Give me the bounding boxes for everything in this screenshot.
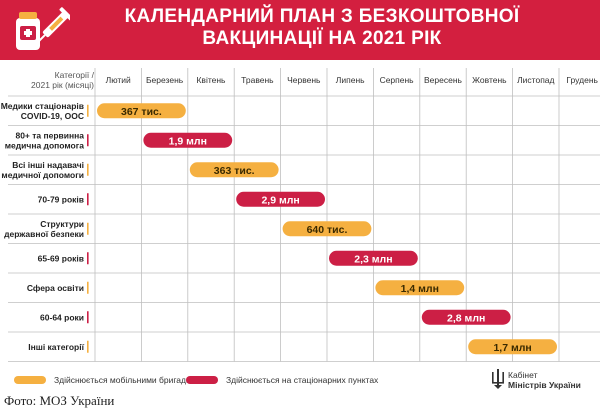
bar-value-label: 1,7 млн xyxy=(493,342,531,354)
page-title: КАЛЕНДАРНИЙ ПЛАН З БЕЗКОШТОВНОЇ ВАКЦИНАЦ… xyxy=(112,6,532,50)
category-label: Сфера освіти xyxy=(27,283,84,293)
header-banner: КАЛЕНДАРНИЙ ПЛАН З БЕЗКОШТОВНОЇ ВАКЦИНАЦ… xyxy=(0,0,600,60)
org-name-line-1: Кабінет xyxy=(508,370,538,380)
vaccine-vial-syringe-icon xyxy=(16,7,70,50)
gantt-bar xyxy=(329,250,418,266)
category-marker xyxy=(87,311,89,324)
bar-value-label: 2,8 млн xyxy=(447,312,485,324)
gantt-bar xyxy=(189,162,279,178)
gantt-bar xyxy=(282,221,372,237)
vaccination-gantt-chart: Категорії / 2021 рік (місяці) Лютий Берез… xyxy=(1,68,600,390)
gantt-bar xyxy=(421,309,511,325)
legend-stationary-swatch xyxy=(186,376,218,384)
month-label: Квітень xyxy=(196,75,226,85)
month-header: Лютий Березень Квітень Травень Червень Липень… xyxy=(106,75,599,85)
gantt-bar xyxy=(143,132,233,148)
category-label: COVID-19, ООС xyxy=(21,111,84,121)
category-marker xyxy=(87,222,89,235)
bar-value-label: 363 тис. xyxy=(214,165,255,177)
gantt-bar xyxy=(375,280,465,296)
bar-value-label: 640 тис. xyxy=(307,224,348,236)
category-label: Медики стаціонарів xyxy=(1,101,84,111)
category-label: 65-69 років xyxy=(38,253,84,263)
org-name-line-2: Міністрів України xyxy=(508,380,581,390)
gantt-bar xyxy=(468,339,557,355)
month-label: Червень xyxy=(287,75,321,85)
category-label: медичної допомоги xyxy=(1,170,84,180)
government-logo: Кабінет Міністрів України xyxy=(492,369,581,390)
category-label: 60-64 роки xyxy=(40,312,84,322)
month-label: Вересень xyxy=(424,75,463,85)
trident-emblem-icon xyxy=(492,369,504,389)
category-marker xyxy=(87,252,89,265)
category-marker xyxy=(87,340,89,353)
category-label: Інші категорії xyxy=(28,342,84,352)
corner-label-line-1: Категорії / xyxy=(55,70,95,80)
category-label: державної безпеки xyxy=(4,229,84,239)
category-marker xyxy=(87,104,89,117)
title-line-2: ВАКЦИНАЦІЇ НА 2021 РІК xyxy=(202,28,442,49)
category-label: медична допомога xyxy=(5,140,85,150)
category-label: Структури xyxy=(40,219,84,229)
month-label: Серпень xyxy=(380,75,415,85)
category-marker xyxy=(87,163,89,176)
bar-value-label: 1,4 млн xyxy=(401,283,439,295)
month-label: Березень xyxy=(146,75,184,85)
category-marker xyxy=(87,193,89,206)
title-line-1: КАЛЕНДАРНИЙ ПЛАН З БЕЗКОШТОВНОЇ xyxy=(124,6,520,27)
legend-mobile-swatch xyxy=(14,376,46,384)
bar-value-label: 2,9 млн xyxy=(261,194,299,206)
month-label: Листопад xyxy=(517,75,554,85)
gantt-bar xyxy=(236,191,325,207)
category-marker xyxy=(87,134,89,147)
legend-mobile-label: Здійснюється мобільними бригадами xyxy=(54,375,202,385)
category-label: Всі інші надавачі xyxy=(12,160,84,170)
bars: 367 тис. 1,9 млн 363 тис. 2,9 млн 640 тис. 2,… xyxy=(97,103,557,355)
photo-caption: Фото: МОЗ України xyxy=(4,393,115,408)
bar-value-label: 1,9 млн xyxy=(169,135,207,147)
month-label: Грудень xyxy=(566,75,598,85)
corner-label-line-2: 2021 рік (місяці) xyxy=(31,80,94,90)
category-label: 80+ та первинна xyxy=(15,130,84,140)
bar-value-label: 2,3 млн xyxy=(354,253,392,265)
legend-stationary-label: Здійснюється на стаціонарних пунктах xyxy=(226,375,379,385)
month-label: Липень xyxy=(336,75,365,85)
legend: Здійснюється мобільними бригадами Здійсн… xyxy=(14,375,379,385)
bar-value-label: 367 тис. xyxy=(121,106,162,118)
category-label: 70-79 років xyxy=(38,194,84,204)
month-label: Травень xyxy=(241,75,274,85)
category-marker xyxy=(87,281,89,294)
month-label: Жовтень xyxy=(472,75,507,85)
chart-card: Категорії / 2021 рік (місяці) Лютий Берез… xyxy=(0,60,600,390)
gantt-bar xyxy=(97,103,186,119)
month-label: Лютий xyxy=(106,75,131,85)
grid-layer xyxy=(8,68,600,362)
